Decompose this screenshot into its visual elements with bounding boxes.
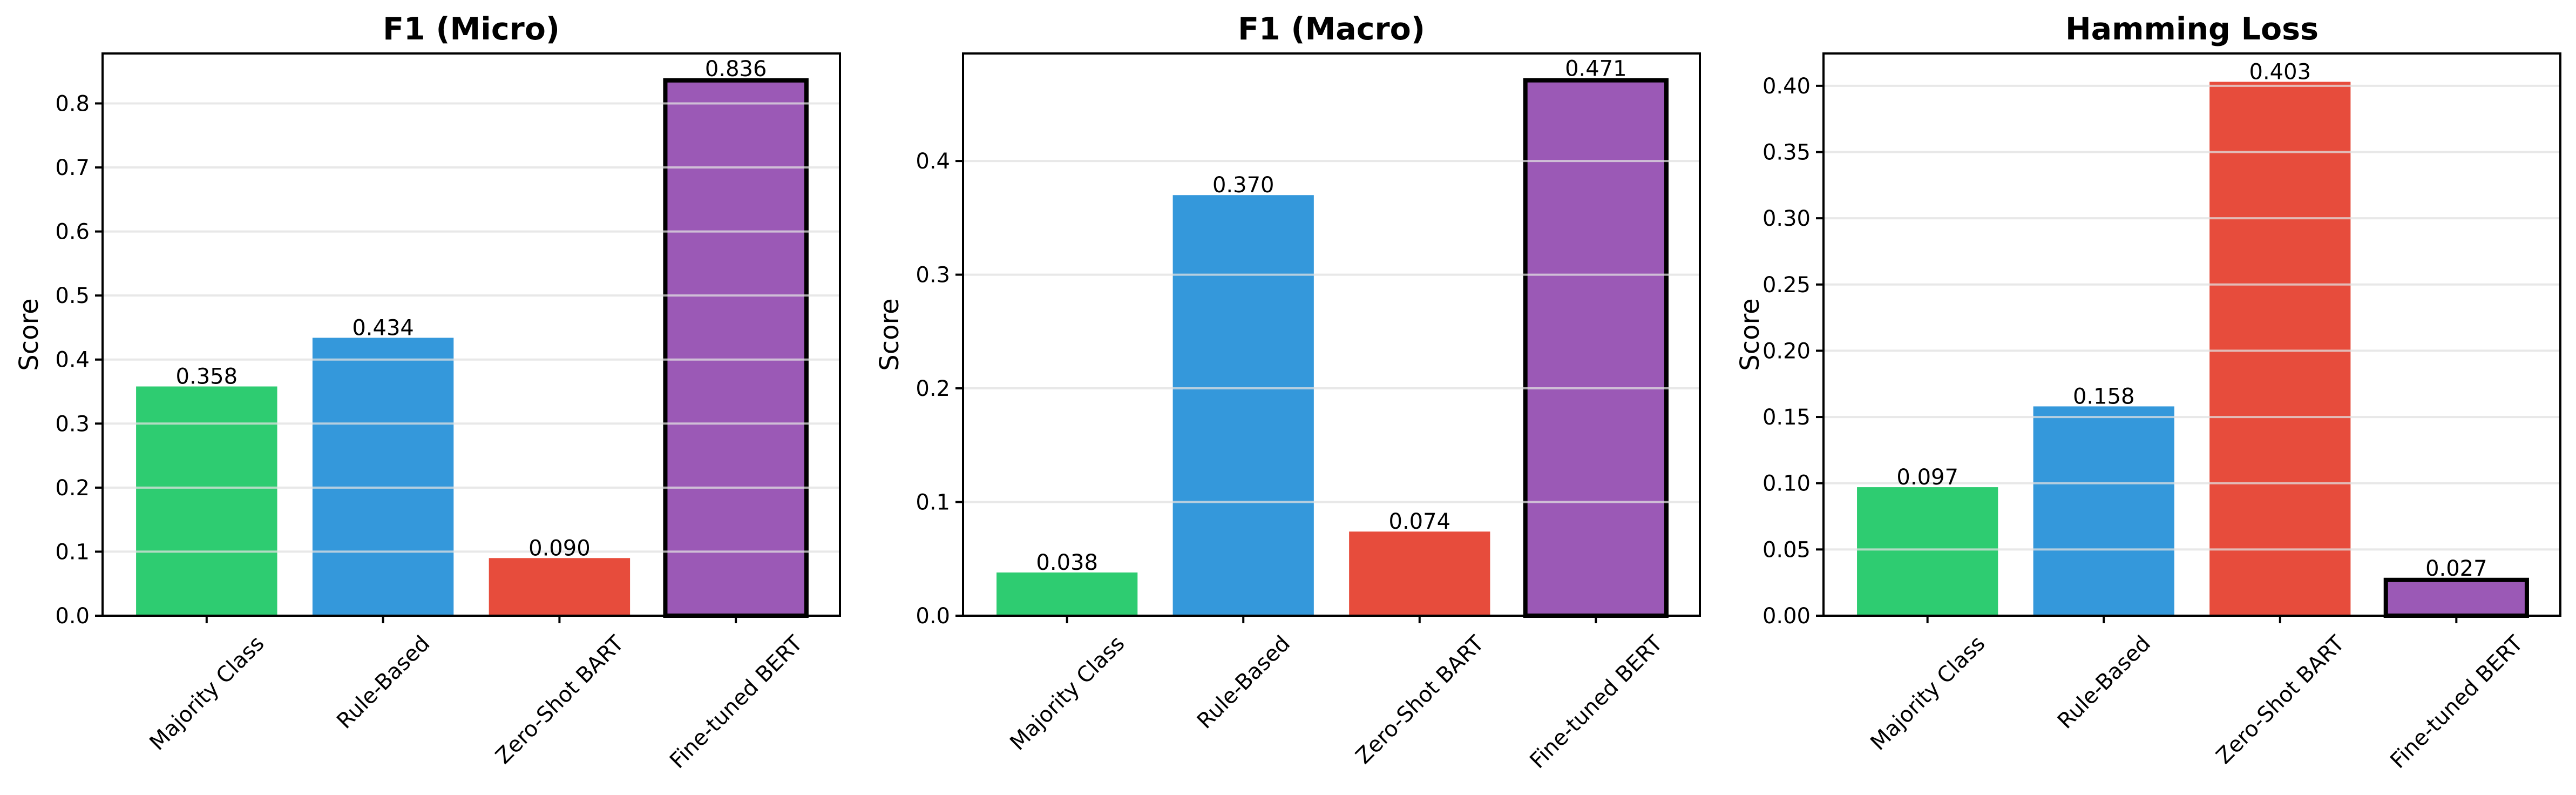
y-tick-label: 0.30 bbox=[1762, 206, 1811, 231]
axes-frame bbox=[1822, 52, 2561, 617]
subplot-title: Hamming Loss bbox=[2065, 11, 2319, 47]
y-tick-label: 0.25 bbox=[1762, 273, 1811, 298]
value-label: 0.434 bbox=[352, 315, 414, 340]
bar-rule-based bbox=[1172, 195, 1314, 616]
y-tick-label: 0.05 bbox=[1762, 537, 1811, 562]
axes-frame bbox=[962, 52, 1701, 617]
bar-majority-class bbox=[1857, 487, 1998, 616]
y-tick-label: 0.8 bbox=[55, 91, 90, 116]
bar-zero-shot-bart bbox=[489, 558, 631, 616]
y-tick-label: 0.4 bbox=[916, 149, 950, 174]
value-label: 0.038 bbox=[1036, 550, 1098, 575]
y-tick-label: 0.2 bbox=[55, 476, 90, 501]
value-label: 0.158 bbox=[2073, 384, 2135, 409]
y-axis-label: Score bbox=[875, 298, 905, 370]
value-label: 0.403 bbox=[2249, 59, 2311, 84]
bar-fine-tuned-bert bbox=[663, 78, 809, 618]
y-tick-label: 0.5 bbox=[55, 284, 90, 308]
y-tick-label: 0.1 bbox=[55, 540, 90, 564]
bar-majority-class bbox=[996, 572, 1138, 616]
y-tick-label: 0.1 bbox=[916, 490, 950, 515]
value-label: 0.097 bbox=[1896, 465, 1958, 490]
y-tick-label: 0.20 bbox=[1762, 339, 1811, 363]
value-label: 0.836 bbox=[705, 57, 767, 82]
bar-fine-tuned-bert bbox=[2383, 577, 2529, 618]
bar-fine-tuned-bert bbox=[1523, 78, 1669, 618]
y-tick-label: 0.0 bbox=[916, 604, 950, 629]
subplot-title: F1 (Micro) bbox=[383, 11, 560, 47]
y-axis-label: Score bbox=[1735, 298, 1765, 370]
value-label: 0.074 bbox=[1389, 509, 1451, 534]
value-label: 0.090 bbox=[528, 536, 591, 561]
y-tick-label: 0.3 bbox=[916, 263, 950, 288]
bar-rule-based bbox=[2033, 406, 2174, 616]
value-label: 0.370 bbox=[1212, 173, 1275, 198]
y-tick-label: 0.10 bbox=[1762, 471, 1811, 496]
subplot-title: F1 (Macro) bbox=[1238, 11, 1425, 47]
y-tick-label: 0.15 bbox=[1762, 405, 1811, 430]
bar-rule-based bbox=[312, 338, 454, 616]
bar-zero-shot-bart bbox=[2209, 82, 2351, 616]
y-tick-label: 0.40 bbox=[1762, 74, 1811, 99]
y-tick-label: 0.4 bbox=[55, 348, 90, 373]
y-tick-label: 0.35 bbox=[1762, 140, 1811, 165]
value-label: 0.471 bbox=[1565, 57, 1627, 82]
value-label: 0.027 bbox=[2425, 556, 2487, 581]
y-axis-label: Score bbox=[14, 298, 44, 370]
bar-zero-shot-bart bbox=[1349, 531, 1490, 616]
y-tick-label: 0.0 bbox=[55, 604, 90, 629]
y-tick-label: 0.7 bbox=[55, 156, 90, 180]
y-tick-label: 0.00 bbox=[1762, 604, 1811, 629]
y-tick-label: 0.3 bbox=[55, 412, 90, 436]
bar-majority-class bbox=[136, 386, 277, 616]
y-tick-label: 0.2 bbox=[916, 376, 950, 401]
value-label: 0.358 bbox=[176, 365, 238, 389]
axes-frame bbox=[101, 52, 841, 617]
y-tick-label: 0.6 bbox=[55, 220, 90, 245]
